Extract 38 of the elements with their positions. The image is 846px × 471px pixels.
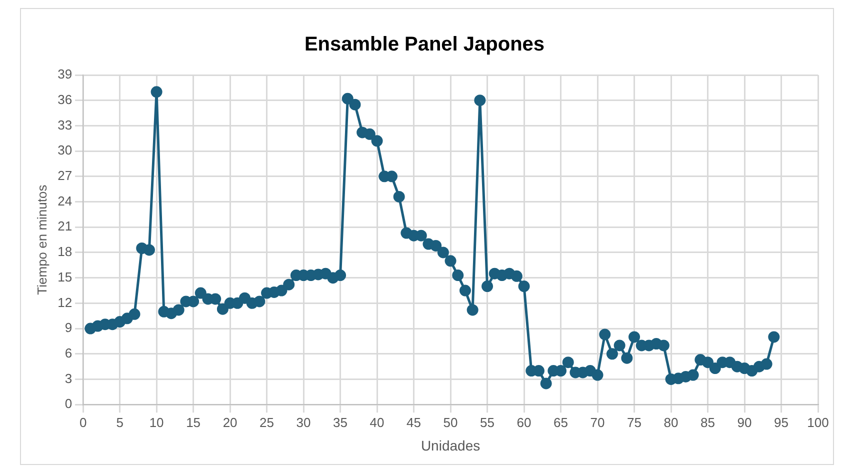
x-tick-label: 75 bbox=[627, 414, 642, 430]
x-tick-label: 35 bbox=[333, 414, 348, 430]
x-tick-label: 20 bbox=[222, 414, 238, 430]
y-tick-label: 27 bbox=[58, 168, 72, 183]
y-tick-label: 18 bbox=[58, 244, 72, 260]
x-tick-label: 50 bbox=[443, 414, 458, 430]
x-tick-label: 5 bbox=[116, 414, 124, 430]
x-axis-title: Unidades bbox=[420, 437, 480, 454]
y-tick-label: 36 bbox=[58, 92, 72, 107]
x-tick-label: 10 bbox=[149, 414, 164, 430]
x-tick-label: 40 bbox=[370, 414, 384, 430]
y-tick-label: 6 bbox=[64, 345, 72, 360]
x-tick-label: 100 bbox=[807, 414, 829, 430]
y-tick-label: 15 bbox=[58, 269, 72, 284]
y-tick-label: 33 bbox=[58, 117, 72, 132]
y-tick-label: 0 bbox=[64, 396, 72, 412]
x-tick-label: 80 bbox=[664, 414, 678, 430]
x-tick-label: 70 bbox=[590, 414, 605, 430]
y-tick-label: 21 bbox=[58, 218, 72, 234]
y-tick-label: 12 bbox=[58, 294, 72, 310]
x-tick-label: 15 bbox=[186, 414, 201, 430]
x-tick-label: 0 bbox=[79, 414, 87, 430]
y-tick-label: 3 bbox=[64, 370, 72, 386]
x-tick-label: 90 bbox=[737, 414, 752, 430]
y-tick-label: 9 bbox=[64, 320, 72, 336]
x-tick-label: 55 bbox=[480, 414, 495, 430]
x-tick-label: 60 bbox=[516, 414, 532, 430]
x-tick-label: 30 bbox=[296, 414, 311, 430]
y-tick-label: 24 bbox=[58, 193, 72, 208]
x-tick-label: 45 bbox=[406, 414, 422, 430]
x-tick-label: 85 bbox=[700, 414, 715, 430]
x-tick-label: 25 bbox=[260, 414, 274, 430]
chart-title: Ensamble Panel Japones bbox=[304, 34, 545, 56]
y-tick-label: 39 bbox=[58, 66, 72, 82]
x-tick-label: 95 bbox=[774, 414, 788, 430]
y-axis-title: Tiempo en minutos bbox=[34, 184, 50, 295]
x-tick-label: 65 bbox=[554, 414, 568, 430]
y-tick-label: 30 bbox=[58, 142, 72, 158]
